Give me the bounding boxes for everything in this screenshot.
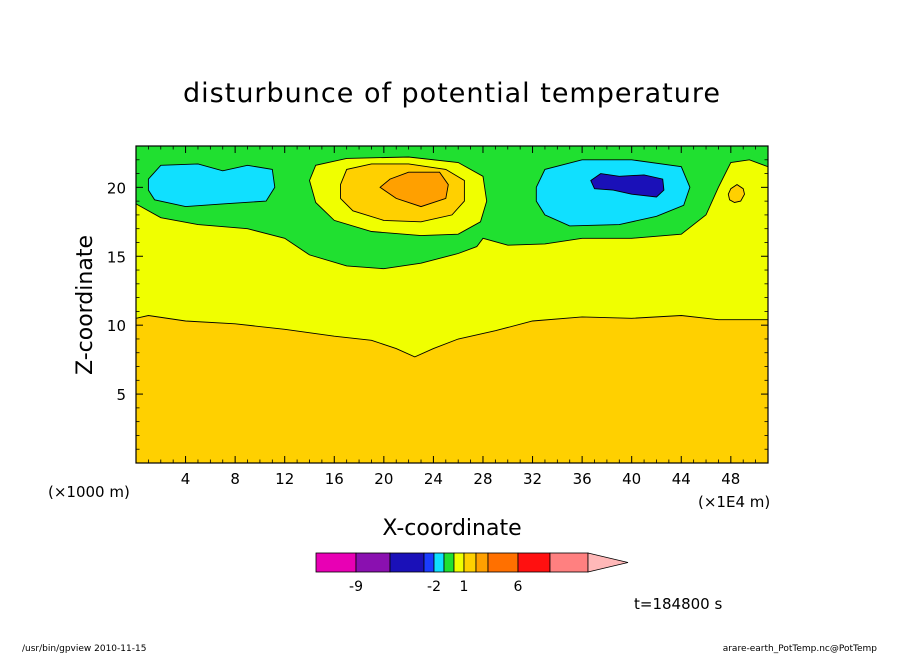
x-tick-label: 12 — [275, 470, 294, 488]
colorbar-segment-11 — [549, 552, 589, 573]
x-tick-label: 16 — [325, 470, 344, 488]
contour-line-0 — [136, 315, 768, 358]
x-tick-label: 36 — [573, 470, 592, 488]
colorbar-overflow-triangle — [587, 552, 629, 573]
colorbar-segment-9 — [487, 552, 519, 573]
x-tick-label: 4 — [181, 470, 191, 488]
x-unit-left-label: (×1000 m) — [48, 483, 130, 501]
x-tick-label: 44 — [672, 470, 691, 488]
footer-left: /usr/bin/gpview 2010-11-15 — [22, 644, 146, 654]
contour-region-5 — [380, 172, 449, 207]
plot-frame — [135, 145, 769, 464]
x-axis-label: X-coordinate — [382, 516, 521, 541]
x-axis: 4 8 12 16 20 24 28 32 36 40 44 48 — [147, 146, 757, 488]
y-tick-label: 5 — [116, 386, 126, 404]
x-tick-label: 48 — [721, 470, 740, 488]
contour-region-0 — [136, 315, 768, 463]
colorbar-segment-6 — [453, 552, 465, 573]
colorbar-segment-0 — [315, 552, 357, 573]
contour-line-3 — [340, 163, 465, 223]
x-unit-right-label: (×1E4 m) — [698, 493, 770, 511]
colorbar-segment-3 — [423, 552, 435, 573]
colorbar-segment-10 — [517, 552, 551, 573]
contour-line-1 — [136, 159, 768, 270]
colorbar — [315, 552, 629, 573]
colorbar-ticks: -9 -2 1 6 — [349, 579, 523, 595]
colorbar-tick-label: 6 — [514, 579, 523, 595]
contour-line-2 — [309, 156, 488, 237]
contour-region-9 — [728, 184, 745, 203]
contour-line-6 — [535, 159, 691, 227]
colorbar-segment-5 — [443, 552, 455, 573]
contour-line-4 — [379, 171, 449, 208]
contour-line-8 — [727, 184, 745, 203]
x-tick-label: 24 — [424, 470, 443, 488]
colorbar-segment-8 — [475, 552, 489, 573]
contour-line-layer — [136, 156, 768, 358]
footer-right: arare-earth_PotTemp.nc@PotTemp — [723, 644, 878, 654]
chart-title: disturbunce of potential temperature — [183, 78, 721, 109]
x-tick-label: 32 — [523, 470, 542, 488]
colorbar-tick-label: -9 — [349, 579, 363, 595]
time-label: t=184800 s — [634, 595, 722, 613]
y-tick-label: 15 — [107, 248, 126, 266]
x-tick-label: 20 — [374, 470, 393, 488]
colorbar-segment-1 — [355, 552, 391, 573]
y-axis-label: Z-coordinate — [73, 235, 98, 375]
contour-fill-layer — [136, 146, 768, 463]
contour-line-7 — [590, 173, 665, 198]
x-tick-label: 8 — [230, 470, 240, 488]
x-tick-label: 40 — [622, 470, 641, 488]
y-axis: 5 10 15 20 — [107, 159, 768, 450]
colorbar-segment-2 — [389, 552, 425, 573]
contour-region-6 — [148, 163, 275, 207]
colorbar-tick-label: -2 — [427, 579, 441, 595]
contour-region-8 — [590, 173, 664, 197]
colorbar-segment-4 — [433, 552, 445, 573]
x-tick-label: 28 — [473, 470, 492, 488]
y-tick-label: 20 — [107, 179, 126, 197]
colorbar-segment-7 — [463, 552, 477, 573]
colorbar-tick-label: 1 — [460, 579, 469, 595]
contour-line-5 — [147, 163, 276, 208]
y-tick-label: 10 — [107, 317, 126, 335]
